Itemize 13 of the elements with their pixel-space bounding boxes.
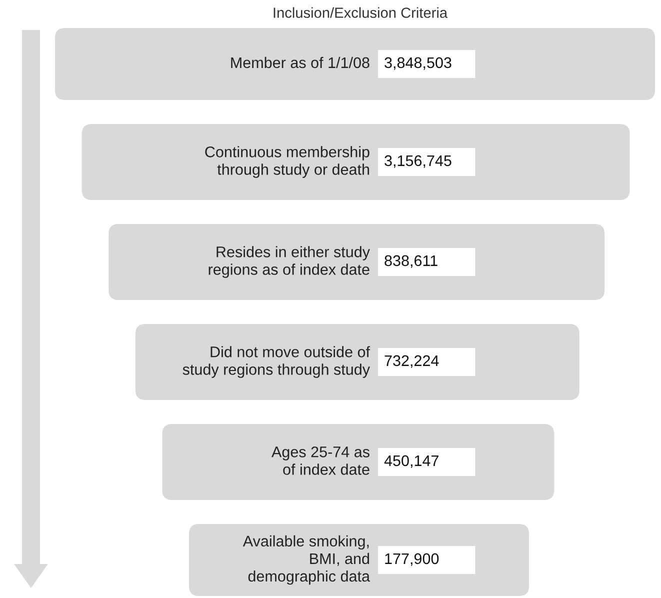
data-label: 177,900 (385, 553, 439, 566)
category-label: Continuous membership through study or death (205, 146, 370, 178)
data-label: 3,848,503 (384, 57, 452, 70)
category-label: Available smoking, BMI, and demographic data (242, 535, 370, 585)
data-label: 450,147 (384, 455, 438, 468)
data-label: 3,156,745 (384, 155, 452, 168)
category-label: Member as of 1/1/08 (231, 56, 370, 68)
data-label: 838,611 (384, 255, 438, 268)
text: Inclusion/Exclusion Criteria (274, 7, 448, 18)
category-label: Resides in either study regions as of index date (208, 246, 370, 278)
data-label: 732,224 (384, 355, 439, 368)
category-label: Ages 25-74 as of index date (272, 446, 370, 475)
category-label: Did not move outside of study regions through study (182, 346, 370, 378)
